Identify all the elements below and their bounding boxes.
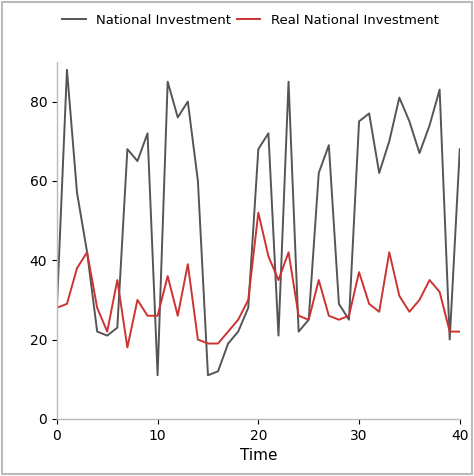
National Investment (205, 372, 211, 378)
Real National Investment (185, 261, 191, 267)
National Investment (437, 87, 442, 92)
Real National Investment (94, 305, 100, 311)
Real National Investment (235, 317, 241, 323)
Real National Investment (225, 329, 231, 335)
Real National Investment (165, 273, 171, 279)
National Investment (396, 95, 402, 100)
Line: National Investment: National Investment (57, 70, 460, 375)
National Investment (175, 115, 181, 120)
National Investment (296, 329, 301, 335)
Real National Investment (104, 329, 110, 335)
Real National Investment (155, 313, 160, 318)
National Investment (246, 305, 251, 311)
National Investment (407, 119, 412, 124)
National Investment (235, 329, 241, 335)
National Investment (427, 122, 432, 128)
Real National Investment (296, 313, 301, 318)
Real National Investment (447, 329, 453, 335)
National Investment (366, 110, 372, 116)
National Investment (54, 305, 60, 311)
Real National Investment (407, 309, 412, 315)
Real National Investment (386, 249, 392, 255)
National Investment (265, 130, 271, 136)
Real National Investment (356, 269, 362, 275)
National Investment (255, 146, 261, 152)
Real National Investment (316, 277, 321, 283)
Real National Investment (286, 249, 292, 255)
Real National Investment (125, 345, 130, 350)
National Investment (74, 190, 80, 196)
Real National Investment (346, 313, 352, 318)
Real National Investment (336, 317, 342, 323)
Real National Investment (246, 297, 251, 303)
National Investment (346, 317, 352, 323)
Real National Investment (74, 265, 80, 271)
X-axis label: Time: Time (239, 448, 277, 463)
Real National Investment (457, 329, 463, 335)
Real National Investment (84, 249, 90, 255)
National Investment (225, 341, 231, 347)
National Investment (114, 325, 120, 330)
Real National Investment (135, 297, 140, 303)
National Investment (64, 67, 70, 73)
National Investment (104, 333, 110, 338)
National Investment (447, 337, 453, 342)
Real National Investment (64, 301, 70, 307)
National Investment (457, 146, 463, 152)
Real National Investment (205, 341, 211, 347)
National Investment (336, 301, 342, 307)
Real National Investment (276, 277, 282, 283)
Line: Real National Investment: Real National Investment (57, 213, 460, 347)
National Investment (286, 79, 292, 85)
Real National Investment (306, 317, 311, 323)
National Investment (84, 249, 90, 255)
Real National Investment (195, 337, 201, 342)
Real National Investment (215, 341, 221, 347)
Legend: National Investment, Real National Investment: National Investment, Real National Inves… (57, 9, 444, 32)
National Investment (165, 79, 171, 85)
National Investment (376, 170, 382, 176)
National Investment (94, 329, 100, 335)
Real National Investment (265, 253, 271, 259)
Real National Investment (437, 289, 442, 295)
National Investment (386, 139, 392, 144)
National Investment (195, 178, 201, 184)
National Investment (135, 158, 140, 164)
Real National Investment (366, 301, 372, 307)
National Investment (417, 150, 422, 156)
Real National Investment (54, 305, 60, 311)
National Investment (356, 119, 362, 124)
National Investment (215, 368, 221, 374)
Real National Investment (376, 309, 382, 315)
Real National Investment (427, 277, 432, 283)
National Investment (326, 142, 332, 148)
Real National Investment (396, 293, 402, 299)
National Investment (185, 99, 191, 104)
Real National Investment (326, 313, 332, 318)
National Investment (125, 146, 130, 152)
National Investment (155, 372, 160, 378)
Real National Investment (175, 313, 181, 318)
Real National Investment (114, 277, 120, 283)
Real National Investment (255, 210, 261, 216)
Real National Investment (417, 297, 422, 303)
Real National Investment (145, 313, 150, 318)
National Investment (145, 130, 150, 136)
National Investment (306, 317, 311, 323)
National Investment (276, 333, 282, 338)
National Investment (316, 170, 321, 176)
